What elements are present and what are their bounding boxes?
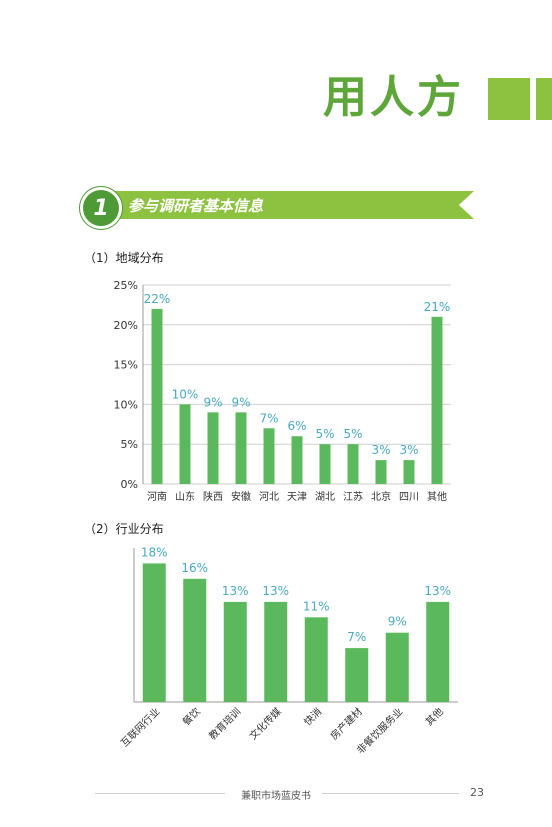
chart2-category-label: 餐饮	[180, 705, 203, 728]
chart2-bar	[426, 601, 450, 702]
chart1-category-label: 北京	[371, 490, 391, 503]
chart1-bar	[291, 436, 303, 484]
chart2-value-label: 16%	[181, 561, 208, 575]
chart1-bar	[319, 444, 331, 484]
chart2-bar	[183, 578, 207, 702]
chart2-value-label: 13%	[262, 584, 289, 598]
chart1-value-label: 3%	[399, 443, 418, 457]
chart1-ytick-label: 10%	[114, 398, 138, 411]
chart1-ytick-label: 5%	[121, 438, 138, 451]
page-number: 23	[470, 786, 484, 799]
chart1-value-label: 5%	[343, 427, 362, 441]
section-banner	[96, 191, 474, 219]
chart2-value-label: 7%	[347, 630, 366, 644]
page-title: 用人方	[323, 72, 464, 123]
chart2-category-label: 房产建材	[327, 705, 364, 742]
chart1-value-label: 21%	[424, 300, 451, 314]
chart2-category-label: 教育培训	[206, 705, 243, 742]
chart1-category-label: 河北	[259, 491, 279, 503]
chart2-bar	[264, 601, 288, 702]
chart1-value-label: 7%	[259, 411, 278, 425]
chart1-ytick-label: 20%	[114, 319, 138, 332]
chart1-value-label: 9%	[203, 395, 222, 409]
chart1-category-label: 其他	[427, 490, 447, 503]
section-banner-title: 参与调研者基本信息	[128, 197, 264, 215]
chart1-category-label: 安徽	[231, 490, 251, 503]
chart1-bar	[151, 308, 163, 484]
chart2-bar	[142, 563, 166, 702]
chart1-value-label: 10%	[172, 387, 199, 401]
chart1-category-label: 河南	[147, 490, 167, 503]
chart2-title: （2）行业分布	[84, 522, 164, 536]
chart2-category-label: 互联网行业	[118, 705, 163, 750]
chart1-bar	[263, 428, 275, 484]
chart1-category-label: 四川	[399, 492, 419, 503]
chart2-value-label: 13%	[222, 584, 249, 598]
chart1-bar	[179, 404, 191, 484]
title-decor-block	[488, 78, 530, 120]
chart1-bar	[235, 412, 247, 484]
chart1-category-label: 江苏	[343, 490, 363, 503]
footer-rule-left	[95, 793, 225, 794]
chart1-value-label: 5%	[315, 427, 334, 441]
chart1-ytick-label: 15%	[114, 359, 138, 372]
footer-rule-right	[322, 793, 459, 794]
chart1-category-label: 湖北	[315, 491, 335, 503]
chart2-bar	[304, 617, 328, 702]
chart1-value-label: 6%	[287, 419, 306, 433]
chart2-category-label: 其他	[423, 705, 446, 728]
chart1-title: （1）地域分布	[84, 251, 164, 265]
chart2-value-label: 9%	[388, 615, 407, 629]
chart1-bar	[403, 460, 415, 484]
chart2-bar	[223, 601, 247, 702]
chart1-value-label: 9%	[231, 395, 250, 409]
title-decor-stripe	[536, 78, 552, 120]
chart1-value-label: 22%	[144, 292, 171, 306]
chart1-category-label: 陕西	[203, 490, 223, 503]
section-number-badge: 1	[80, 187, 122, 229]
chart2-category-label: 快消	[301, 705, 324, 728]
section-number: 1	[93, 195, 109, 221]
chart1-bar	[431, 316, 443, 484]
chart2-value-label: 13%	[424, 584, 451, 598]
chart2-category-label: 文化传媒	[246, 705, 283, 742]
chart1-bar	[375, 460, 387, 484]
chart1-ytick-label: 25%	[114, 279, 138, 292]
chart1-bar	[207, 412, 219, 484]
chart2-bar	[385, 632, 409, 702]
chart2-bar	[345, 648, 369, 702]
chart2-value-label: 11%	[303, 599, 330, 613]
chart1-bar	[347, 444, 359, 484]
chart1-category-label: 山东	[175, 490, 195, 503]
chart1-category-label: 天津	[287, 491, 307, 503]
chart2-value-label: 18%	[141, 545, 168, 559]
chart1-ytick-label: 0%	[121, 478, 138, 491]
chart1-value-label: 3%	[371, 443, 390, 457]
footer-title: 兼职市场蓝皮书	[241, 791, 311, 802]
